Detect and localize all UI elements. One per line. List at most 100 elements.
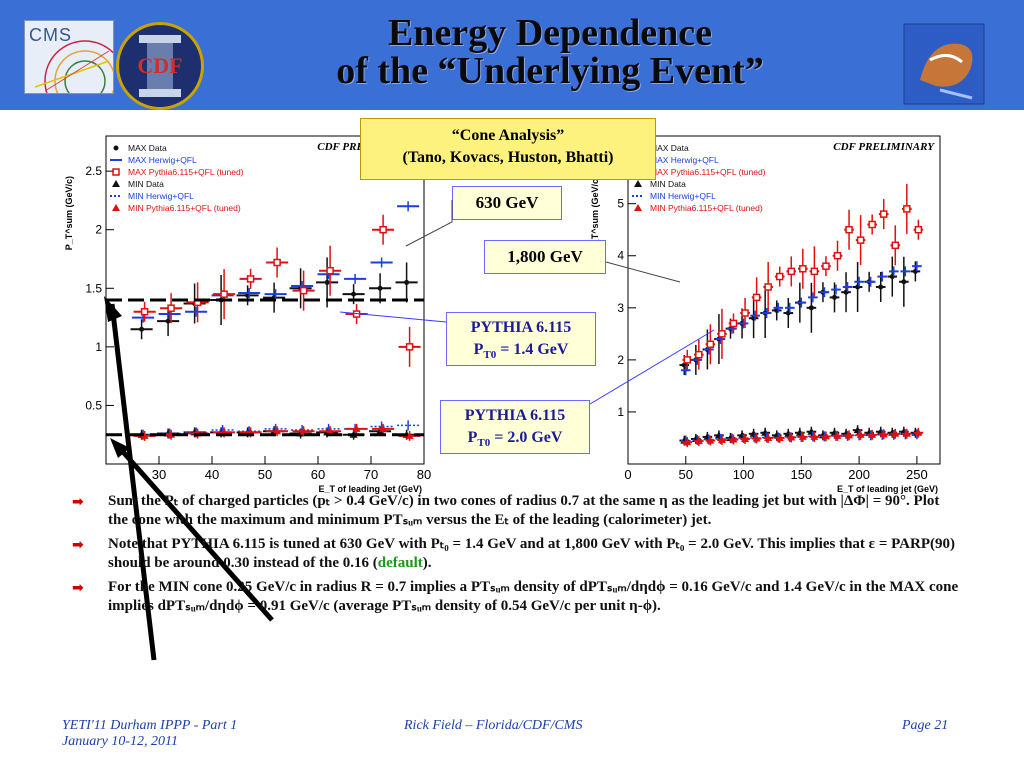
data-point xyxy=(167,304,175,312)
data-point xyxy=(833,431,842,439)
chart-630gev: 30 40 50 60 70 80 0.5 1 1.5 2 2.5 E_T of leading Je… xyxy=(64,135,431,494)
data-point xyxy=(220,290,228,298)
y-axis-label: P_T^sum (GeV/c) xyxy=(64,176,74,250)
cdf-logo: CDF xyxy=(116,22,204,110)
data-point xyxy=(821,432,830,440)
bullet-list: ➡ Sum the Pₜ of charged particles (pₜ > … xyxy=(72,492,962,621)
data-point xyxy=(324,279,330,285)
data-point xyxy=(326,266,334,275)
legend-label: MIN Pythia6.115+QFL (tuned) xyxy=(650,203,763,213)
data-point xyxy=(810,432,819,440)
x-tick-label: 40 xyxy=(205,467,219,482)
data-point xyxy=(695,350,703,359)
bullet-text: Sum the Pₜ of charged particles (pₜ > 0.… xyxy=(108,493,940,528)
y-axis-label: P_T^sum (GeV/c) xyxy=(590,176,600,250)
bullet-item: ➡ Note that PYTHIA 6.115 is tuned at 630… xyxy=(72,535,962,573)
cms-logo-graphic xyxy=(34,40,113,93)
title-line-2: of the “Underlying Event” xyxy=(336,50,764,92)
data-point xyxy=(775,272,784,281)
footer-dates: January 10-12, 2011 xyxy=(62,734,178,749)
legend-label: MAX Pythia6.115+QFL (tuned) xyxy=(650,167,766,177)
y-tick-label: 5 xyxy=(617,197,624,211)
data-point xyxy=(741,309,749,317)
data-point xyxy=(902,429,911,437)
y-tick-label: 4 xyxy=(617,249,624,263)
data-point xyxy=(729,319,738,328)
x-tick-label: 0 xyxy=(624,467,631,482)
data-point xyxy=(901,279,907,285)
data-point xyxy=(787,433,796,441)
data-point xyxy=(787,267,796,276)
cone-analysis-title: “Cone Analysis” xyxy=(451,127,565,144)
data-point xyxy=(405,343,414,351)
bullet-arrow-icon: ➡ xyxy=(72,580,84,596)
legend-label: MIN Herwig+QFL xyxy=(128,191,194,201)
data-point xyxy=(683,356,692,364)
data-point xyxy=(856,430,865,438)
legend-label: MIN Data xyxy=(128,179,164,189)
bullet-text-end: ). xyxy=(422,555,432,571)
data-point xyxy=(822,262,830,270)
footer-left: YETI'11 Durham IPPP - Part 1 January 10-… xyxy=(62,718,237,750)
data-point xyxy=(891,241,900,250)
data-point xyxy=(351,291,357,297)
data-point xyxy=(868,430,877,438)
data-point xyxy=(833,251,842,260)
data-point xyxy=(246,275,255,283)
data-point xyxy=(741,435,750,443)
legend-label: MAX Pythia6.115+QFL (tuned) xyxy=(128,167,244,177)
chart-1800gev: 050100150200250123456E_T of leading jet … xyxy=(590,135,941,494)
data-point xyxy=(752,293,761,302)
y-tick-label: 1 xyxy=(617,405,624,419)
x-axis-label: E_T of leading Jet (GeV) xyxy=(318,484,422,494)
bullet-item: ➡ Sum the Pₜ of charged particles (pₜ > … xyxy=(72,492,962,530)
data-point xyxy=(405,431,414,439)
data-point xyxy=(165,318,171,324)
cone-analysis-note: “Cone Analysis” (Tano, Kovacs, Huston, B… xyxy=(360,118,656,180)
y-tick-label: 2 xyxy=(95,223,102,237)
x-tick-label: 70 xyxy=(364,467,378,482)
x-tick-label: 150 xyxy=(790,467,812,482)
x-tick-label: 80 xyxy=(417,467,431,482)
x-tick-label: 30 xyxy=(152,467,166,482)
y-tick-label: 1.5 xyxy=(85,281,102,295)
legend-label: MAX Herwig+QFL xyxy=(128,155,197,165)
bullet-text: Note that PYTHIA 6.115 is tuned at 630 G… xyxy=(108,536,956,571)
data-point xyxy=(914,428,923,436)
p-sub: T0 xyxy=(483,349,497,362)
footer-event: YETI'11 Durham IPPP - Part 1 xyxy=(62,718,238,733)
data-point xyxy=(140,307,149,316)
cms-logo-text: CMS xyxy=(29,25,72,45)
bullet-item: ➡ For the MIN cone 0.25 GeV/c in radius … xyxy=(72,578,962,616)
data-point xyxy=(845,225,853,234)
data-point xyxy=(706,340,715,349)
footer-author: Rick Field – Florida/CDF/CMS xyxy=(404,718,583,733)
chart-title: CDF PRELIMINARY xyxy=(833,141,935,153)
florida-logo-graphic xyxy=(903,23,985,105)
data-point xyxy=(799,265,807,273)
data-point xyxy=(299,286,308,295)
callout-630gev-label: 630 GeV xyxy=(475,193,539,212)
y-tick-label: 1 xyxy=(95,340,102,354)
data-point xyxy=(352,424,361,432)
cdf-logo-graphic xyxy=(139,35,181,97)
data-point xyxy=(718,330,726,338)
legend-label: MIN Data xyxy=(650,179,686,189)
x-tick-label: 60 xyxy=(311,467,325,482)
callout-pythia-14-line2: PT0 = 1.4 GeV xyxy=(447,339,595,366)
callout-pythia-20: PYTHIA 6.115 PT0 = 2.0 GeV xyxy=(440,400,590,454)
data-point xyxy=(694,437,703,445)
data-point xyxy=(683,438,692,446)
callout-pythia-14: PYTHIA 6.115 PT0 = 1.4 GeV xyxy=(446,312,596,366)
data-point xyxy=(810,267,819,276)
data-point xyxy=(868,220,876,229)
plot-frame xyxy=(627,135,941,465)
legend-marker xyxy=(113,145,119,151)
cone-analysis-authors: (Tano, Kovacs, Huston, Bhatti) xyxy=(402,149,614,166)
data-point xyxy=(717,436,726,444)
legend-marker xyxy=(634,180,642,187)
title-line-1: Energy Dependence xyxy=(387,12,713,54)
callout-1800gev: 1,800 GeV xyxy=(484,240,606,274)
cms-logo: CMS xyxy=(24,20,114,94)
data-point xyxy=(299,427,308,435)
